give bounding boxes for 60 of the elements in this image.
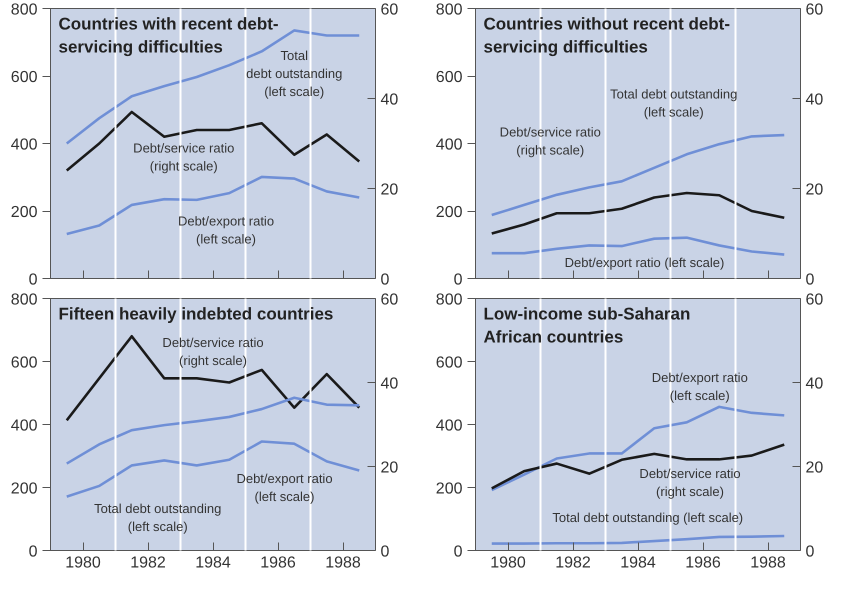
y2-tick-label: 40 bbox=[380, 92, 398, 108]
annotation: Debt/service ratio (right scale) bbox=[133, 140, 234, 174]
y2-tick-label: 0 bbox=[806, 544, 814, 560]
y-tick-label: 800 bbox=[10, 292, 38, 308]
y-tick-label: 800 bbox=[10, 2, 38, 18]
annotation: Debt/service ratio (right scale) bbox=[639, 466, 741, 499]
y-tick-label: 200 bbox=[436, 480, 463, 498]
y-tick-label: 0 bbox=[454, 544, 463, 560]
x-tick-label: 1982 bbox=[130, 554, 166, 572]
y-tick-label: 0 bbox=[28, 272, 38, 288]
y-tick-label: 400 bbox=[436, 418, 463, 434]
y2-tick-label: 60 bbox=[806, 292, 824, 308]
y-tick-label: 600 bbox=[436, 69, 463, 86]
y2-tick-label: 0 bbox=[806, 272, 814, 288]
x-tick-label: 1980 bbox=[65, 554, 101, 572]
x-tick-label: 1988 bbox=[325, 554, 361, 572]
x-tick-label: 1986 bbox=[685, 554, 721, 572]
y-tick-label: 0 bbox=[28, 544, 38, 560]
y2-tick-label: 60 bbox=[380, 2, 398, 18]
annotation: Debt/service ratio (right scale) bbox=[162, 334, 264, 368]
x-tick-label: 1986 bbox=[260, 554, 296, 572]
y-tick-label: 200 bbox=[10, 480, 38, 498]
y2-tick-label: 60 bbox=[806, 2, 824, 18]
y2-tick-label: 60 bbox=[380, 292, 398, 308]
x-tick-label: 1984 bbox=[195, 554, 231, 572]
annotation: Total debt outstanding (left scale) bbox=[94, 501, 222, 534]
annotation: Debt/export ratio (left scale) bbox=[178, 213, 274, 246]
x-tick-label: 1984 bbox=[620, 554, 656, 572]
x-tick-label: 1980 bbox=[490, 554, 526, 572]
y-tick-label: 200 bbox=[10, 204, 38, 221]
y-tick-label: 200 bbox=[436, 204, 463, 221]
x-tick-label: 1982 bbox=[555, 554, 591, 572]
y-tick-label: 400 bbox=[10, 418, 38, 434]
y2-tick-label: 20 bbox=[806, 460, 824, 476]
y2-tick-label: 0 bbox=[380, 544, 390, 560]
annotation: Debt/export ratio (left scale) bbox=[236, 471, 333, 504]
annotation: Total debt outstanding (left scale) bbox=[610, 86, 738, 120]
y-tick-label: 600 bbox=[10, 354, 38, 372]
annotation: Debt/export ratio (left scale) bbox=[564, 254, 724, 270]
y-tick-label: 800 bbox=[436, 292, 463, 308]
y-tick-label: 800 bbox=[436, 2, 463, 18]
y2-tick-label: 40 bbox=[806, 376, 824, 392]
y-tick-label: 400 bbox=[10, 136, 38, 154]
y2-tick-label: 0 bbox=[380, 272, 390, 288]
y2-tick-label: 20 bbox=[806, 182, 824, 198]
text: Countries without recent debt- servicing difficulties bbox=[484, 14, 730, 56]
y-tick-label: 0 bbox=[454, 272, 463, 288]
y2-tick-label: 40 bbox=[380, 376, 398, 392]
annotation: Total debt outstanding (left scale) bbox=[552, 510, 744, 526]
x-tick-label: 1988 bbox=[750, 554, 786, 572]
y2-tick-label: 20 bbox=[380, 182, 398, 198]
chart-title: Fifteen heavily indebted countries bbox=[58, 304, 334, 324]
y-tick-label: 400 bbox=[436, 136, 463, 154]
annotation: Debt/service ratio (right scale) bbox=[500, 124, 601, 158]
annotation: Debt/export ratio (left scale) bbox=[652, 370, 748, 404]
y-tick-label: 600 bbox=[436, 354, 463, 372]
text: Low-income sub-Saharan African countries bbox=[484, 304, 690, 346]
y2-tick-label: 20 bbox=[380, 460, 398, 476]
y2-tick-label: 40 bbox=[806, 92, 824, 108]
y-tick-label: 600 bbox=[10, 69, 38, 86]
